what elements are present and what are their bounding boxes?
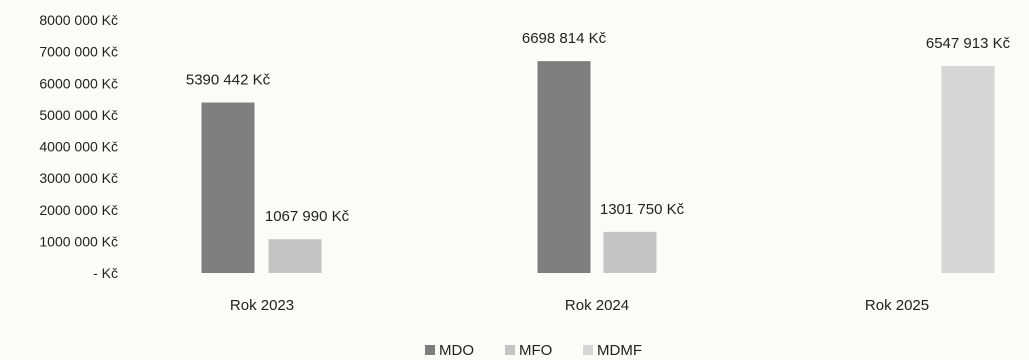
y-tick-label: - Kč [93, 265, 118, 281]
legend-label-mfo: MFO [519, 342, 552, 359]
y-tick-label: 6000 000 Kč [39, 75, 118, 91]
data-label-mfo-2023: 1067 990 Kč [265, 208, 350, 225]
legend: MDO MFO MDMF [425, 342, 642, 359]
y-tick-label: 1000 000 Kč [39, 233, 118, 249]
y-tick-label: 5000 000 Kč [39, 107, 118, 123]
data-label-mdmf-2025: 6547 913 Kč [926, 35, 1011, 52]
data-label-mfo-2024: 1301 750 Kč [600, 201, 685, 218]
legend-swatch-mdo [425, 345, 435, 355]
category-label: Rok 2024 [565, 297, 629, 314]
bar-mfo-2023 [268, 239, 322, 273]
bar-mdmf-2025 [941, 65, 995, 274]
bar-mfo-2024 [603, 231, 657, 273]
y-axis: - Kč 1000 000 Kč 2000 000 Kč 3000 000 Kč 400… [39, 12, 118, 281]
category-label: Rok 2025 [865, 297, 929, 314]
y-tick-label: 2000 000 Kč [39, 202, 118, 218]
data-label-mdo-2023: 5390 442 Kč [186, 72, 271, 89]
y-tick-label: 3000 000 Kč [39, 170, 118, 186]
bar-mdo-2023 [201, 102, 255, 273]
y-tick-label: 4000 000 Kč [39, 139, 118, 155]
legend-swatch-mdmf [583, 345, 593, 355]
data-labels: 5390 442 Kč 1067 990 Kč 6698 814 Kč 1301 75… [186, 30, 1011, 225]
data-label-mdo-2024: 6698 814 Kč [522, 30, 607, 47]
y-tick-label: 8000 000 Kč [39, 12, 118, 28]
x-axis: Rok 2023 Rok 2024 Rok 2025 [230, 297, 929, 314]
legend-label-mdo: MDO [439, 342, 474, 359]
legend-label-mdmf: MDMF [597, 342, 642, 359]
y-tick-label: 7000 000 Kč [39, 44, 118, 60]
category-label: Rok 2023 [230, 297, 294, 314]
bars [201, 61, 995, 274]
bar-mdo-2024 [537, 61, 591, 273]
legend-swatch-mfo [505, 345, 515, 355]
